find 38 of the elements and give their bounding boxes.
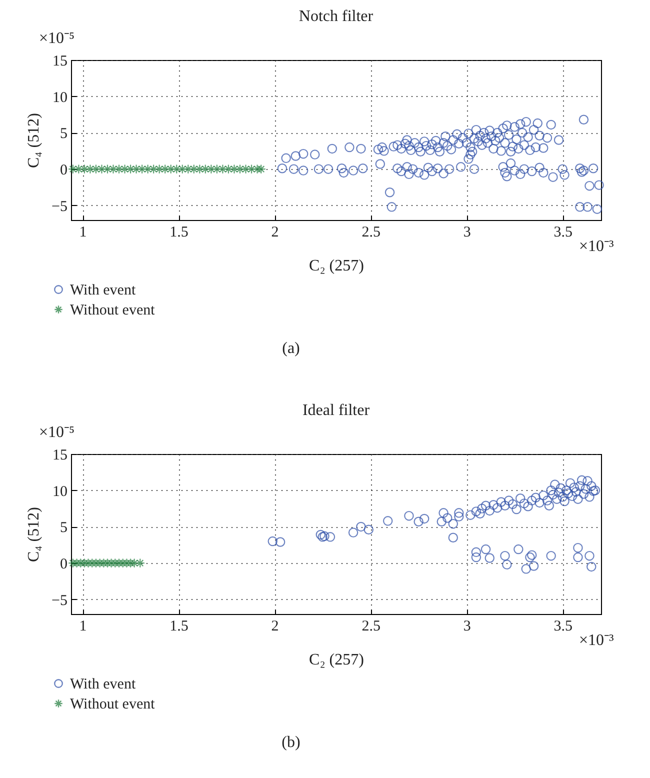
y-tick-label: 5 — [60, 520, 68, 536]
x-axis-title: C₂ (257) — [309, 258, 364, 274]
x-axis-title: C₂ (257) — [309, 652, 364, 668]
x-tick-label: 2.5 — [362, 618, 380, 634]
x-tick-label: 3 — [463, 224, 471, 240]
chart-title: Notch filter — [298, 8, 374, 25]
y-tick-label: 0 — [60, 556, 68, 573]
text: ×10⁻³ — [579, 632, 614, 649]
y-tick-label: −5 — [52, 592, 68, 609]
y-tick-label: −5 — [52, 198, 68, 215]
legend-label: Without event — [70, 302, 156, 318]
y-tick-label: 15 — [52, 448, 68, 464]
y-tick-label: 15 — [52, 54, 68, 70]
text: ×10⁻³ — [579, 238, 614, 255]
text: ×10⁻⁵ — [39, 424, 75, 441]
x-tick-label: 3.5 — [554, 224, 572, 240]
y-axis-title: C₄ (512) — [26, 507, 43, 562]
x-tick-label: 2 — [271, 224, 279, 240]
text: (b) — [282, 734, 300, 751]
x-tick-label: 1 — [79, 618, 87, 634]
y-tick-label: 10 — [52, 484, 68, 500]
y-axis-title: C₄ (512) — [26, 113, 43, 168]
text: ×10⁻⁵ — [39, 30, 75, 47]
y-tick-label: 10 — [52, 90, 68, 106]
y-tick-label: 0 — [60, 162, 68, 179]
legend-label: With event — [70, 676, 136, 692]
x-tick-label: 2.5 — [362, 224, 380, 240]
legend-label: With event — [70, 282, 136, 298]
chart-title: Ideal filter — [302, 402, 370, 419]
y-tick-label: 5 — [60, 126, 68, 142]
x-tick-label: 1.5 — [170, 618, 188, 634]
x-tick-label: 3.5 — [554, 618, 572, 634]
text: (a) — [282, 340, 300, 357]
x-tick-label: 1 — [79, 224, 87, 240]
legend-label: Without event — [70, 696, 156, 712]
x-tick-label: 1.5 — [170, 224, 188, 240]
x-tick-label: 3 — [463, 618, 471, 634]
x-tick-label: 2 — [271, 618, 279, 634]
